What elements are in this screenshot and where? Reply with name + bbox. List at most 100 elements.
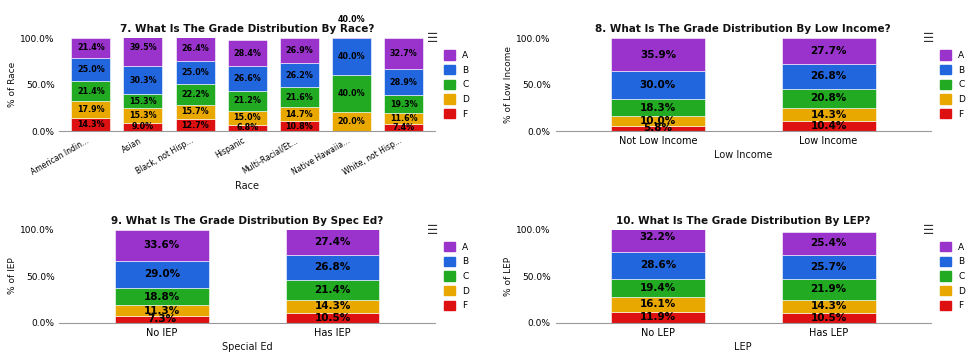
Text: 28.9%: 28.9% — [390, 77, 418, 86]
Bar — [71, 118, 110, 131]
Text: 16.1%: 16.1% — [640, 299, 676, 309]
Bar — [280, 107, 318, 121]
Text: 10.5%: 10.5% — [810, 313, 846, 323]
Text: 27.4%: 27.4% — [315, 237, 351, 247]
Text: ☰: ☰ — [923, 224, 935, 237]
Text: 30.3%: 30.3% — [130, 76, 157, 85]
Text: 21.4%: 21.4% — [77, 87, 104, 96]
Bar — [115, 288, 208, 305]
Text: 14.3%: 14.3% — [77, 120, 104, 129]
Bar — [611, 279, 705, 297]
Bar — [175, 105, 214, 119]
Bar — [782, 279, 876, 300]
Text: 10.4%: 10.4% — [810, 121, 846, 131]
Bar — [611, 116, 705, 126]
Text: 29.0%: 29.0% — [144, 269, 180, 279]
Text: 21.4%: 21.4% — [77, 44, 104, 53]
Text: ☰: ☰ — [428, 224, 438, 237]
Text: 32.2%: 32.2% — [640, 232, 676, 242]
Bar — [115, 305, 208, 316]
Text: 14.3%: 14.3% — [810, 110, 846, 120]
Text: 28.6%: 28.6% — [640, 260, 676, 270]
Text: 27.7%: 27.7% — [810, 46, 846, 56]
Text: 21.4%: 21.4% — [315, 285, 351, 294]
Text: 40.0%: 40.0% — [338, 89, 365, 98]
Bar — [384, 68, 424, 95]
Text: 19.4%: 19.4% — [640, 283, 676, 293]
Text: 10.8%: 10.8% — [285, 122, 314, 131]
Bar — [332, 75, 371, 112]
Title: 10. What Is The Grade Distribution By LEP?: 10. What Is The Grade Distribution By LE… — [617, 216, 871, 226]
Text: 26.4%: 26.4% — [181, 44, 209, 53]
Bar — [124, 66, 163, 94]
Text: 6.8%: 6.8% — [236, 123, 258, 132]
Text: 21.9%: 21.9% — [810, 284, 846, 294]
Text: 21.6%: 21.6% — [285, 93, 314, 102]
Text: 19.3%: 19.3% — [390, 100, 418, 109]
Bar — [384, 95, 424, 113]
Text: 18.3%: 18.3% — [640, 103, 676, 113]
Text: 7.3%: 7.3% — [147, 314, 176, 324]
Text: 33.6%: 33.6% — [144, 240, 180, 250]
Bar — [71, 81, 110, 101]
Y-axis label: % of Low Income: % of Low Income — [505, 46, 513, 123]
Bar — [384, 124, 424, 131]
Legend: A, B, C, D, F: A, B, C, D, F — [939, 241, 966, 311]
Text: 17.9%: 17.9% — [77, 105, 104, 114]
Bar — [611, 222, 705, 252]
Text: 25.0%: 25.0% — [181, 68, 209, 77]
Text: 21.2%: 21.2% — [234, 96, 261, 105]
Text: 14.3%: 14.3% — [315, 301, 351, 311]
Text: 26.2%: 26.2% — [285, 71, 314, 80]
Bar — [285, 313, 380, 323]
Bar — [782, 64, 876, 89]
Text: 35.9%: 35.9% — [640, 50, 676, 60]
Bar — [280, 63, 318, 87]
X-axis label: LEP: LEP — [734, 342, 752, 352]
Text: 18.8%: 18.8% — [144, 292, 180, 302]
Bar — [280, 38, 318, 63]
X-axis label: Special Ed: Special Ed — [222, 342, 273, 352]
Bar — [332, 112, 371, 131]
Bar — [115, 230, 208, 261]
Bar — [782, 300, 876, 313]
Bar — [332, 1, 371, 38]
Bar — [124, 123, 163, 131]
Bar — [782, 38, 876, 64]
Bar — [782, 313, 876, 323]
Bar — [285, 300, 380, 313]
X-axis label: Low Income: Low Income — [714, 150, 772, 160]
Bar — [285, 229, 380, 255]
Text: 14.7%: 14.7% — [285, 110, 314, 119]
Text: 11.9%: 11.9% — [640, 312, 676, 322]
Text: 22.2%: 22.2% — [181, 90, 209, 99]
Text: 11.6%: 11.6% — [390, 114, 418, 123]
Bar — [384, 113, 424, 124]
Text: 26.8%: 26.8% — [315, 262, 351, 272]
Legend: A, B, C, D, F: A, B, C, D, F — [443, 241, 470, 311]
Bar — [71, 101, 110, 118]
Text: 28.4%: 28.4% — [234, 49, 261, 58]
Text: 10.0%: 10.0% — [640, 116, 676, 126]
Text: 11.3%: 11.3% — [144, 306, 180, 316]
Bar — [124, 108, 163, 123]
Text: 20.0%: 20.0% — [338, 117, 365, 126]
Text: 10.5%: 10.5% — [315, 313, 351, 323]
Text: 20.8%: 20.8% — [810, 94, 846, 103]
Text: 7.4%: 7.4% — [393, 123, 415, 132]
Text: 15.7%: 15.7% — [181, 108, 208, 117]
Text: 15.3%: 15.3% — [130, 111, 157, 120]
Bar — [782, 255, 876, 279]
Bar — [228, 66, 267, 91]
Bar — [332, 38, 371, 75]
Bar — [115, 316, 208, 323]
Bar — [285, 255, 380, 280]
Bar — [280, 87, 318, 107]
Bar — [124, 94, 163, 108]
Text: 25.7%: 25.7% — [810, 262, 846, 272]
Legend: A, B, C, D, F: A, B, C, D, F — [939, 50, 966, 120]
Title: 9. What Is The Grade Distribution By Spec Ed?: 9. What Is The Grade Distribution By Spe… — [111, 216, 384, 226]
Bar — [611, 99, 705, 116]
X-axis label: Race: Race — [235, 181, 259, 191]
Text: 5.8%: 5.8% — [644, 123, 672, 134]
